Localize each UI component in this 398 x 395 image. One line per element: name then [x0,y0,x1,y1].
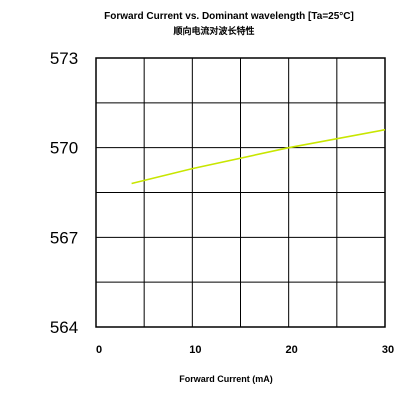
tick-labels: 573 570 567 564 0 10 20 30 [50,49,394,356]
y-tick-label: 564 [50,318,78,337]
x-tick-label: 20 [286,344,298,356]
x-tick-label: 30 [382,344,394,356]
chart-title: Forward Current vs. Dominant wavelength … [104,11,354,22]
plot-frame [95,57,386,328]
y-tick-label: 570 [50,139,78,158]
x-axis-label: Forward Current (mA) [179,374,273,384]
series-line [131,128,386,185]
grid [96,58,385,327]
y-tick-label: 567 [50,228,78,247]
x-tick-label: 10 [189,344,201,356]
chart-subtitle: 顺向电流对波长特性 [173,25,254,36]
y-tick-label: 573 [50,49,78,68]
series [131,128,386,185]
axes [95,57,386,328]
x-tick-label: 0 [96,344,102,356]
